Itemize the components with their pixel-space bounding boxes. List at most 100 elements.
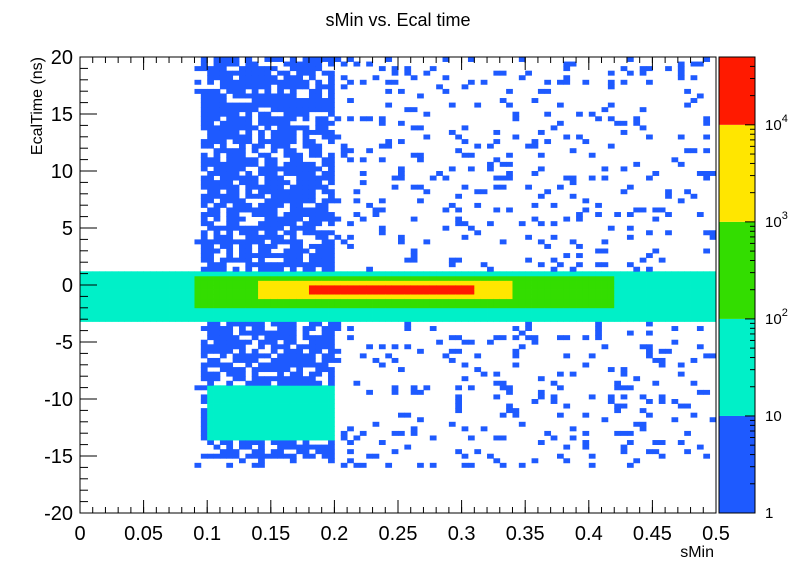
heatmap-cell: [251, 61, 259, 67]
heatmap-cell: [302, 134, 310, 140]
heatmap-cell: [620, 120, 628, 126]
heatmap-cell: [353, 435, 361, 441]
heatmap-cell: [213, 403, 221, 409]
heatmap-cell: [296, 271, 303, 277]
heatmap-cell: [226, 248, 234, 254]
heatmap-cell: [315, 344, 323, 350]
heatmap-cell: [677, 307, 685, 313]
heatmap-cell: [232, 389, 240, 395]
heatmap-cell: [149, 307, 157, 313]
heatmap-cell: [251, 253, 259, 259]
heatmap-cell: [340, 298, 348, 304]
heatmap-cell: [232, 239, 240, 245]
heatmap-cell: [226, 70, 234, 76]
heatmap-cell: [289, 408, 297, 414]
heatmap-cell: [366, 285, 373, 290]
heatmap-cell: [404, 326, 412, 331]
heatmap-cell: [417, 312, 424, 318]
heatmap-cell: [239, 257, 246, 263]
heatmap-cell: [86, 275, 94, 281]
heatmap-cell: [569, 289, 577, 295]
heatmap-cell: [531, 316, 539, 322]
heatmap-cell: [639, 307, 647, 313]
heatmap-cell: [149, 285, 157, 290]
heatmap-cell: [200, 399, 208, 404]
heatmap-cell: [251, 93, 259, 99]
heatmap-cell: [213, 421, 221, 427]
heatmap-cell: [372, 294, 380, 300]
heatmap-cell: [213, 330, 221, 336]
heatmap-cell: [328, 198, 335, 204]
heatmap-cell: [207, 102, 214, 108]
heatmap-cell: [270, 134, 278, 140]
heatmap-cell: [334, 312, 342, 318]
heatmap-cell: [207, 75, 214, 81]
heatmap-cell: [232, 294, 240, 300]
heatmap-cell: [308, 307, 316, 313]
heatmap-cell: [353, 61, 361, 67]
heatmap-cell: [315, 371, 323, 377]
heatmap-cell: [315, 316, 323, 322]
heatmap-cell: [340, 75, 348, 81]
heatmap-cell: [270, 421, 278, 427]
heatmap-cell: [270, 93, 278, 99]
heatmap-cell: [315, 408, 323, 414]
heatmap-cell: [239, 107, 246, 113]
heatmap-cell: [181, 289, 189, 295]
heatmap-cell: [296, 275, 303, 281]
heatmap-cell: [194, 303, 202, 309]
heatmap-cell: [398, 430, 405, 436]
heatmap-cell: [690, 312, 698, 318]
heatmap-cell: [270, 453, 278, 459]
heatmap-cell: [569, 371, 577, 377]
heatmap-cell: [633, 307, 641, 313]
heatmap-cell: [671, 399, 679, 404]
heatmap-cell: [308, 88, 316, 94]
heatmap-cell: [525, 271, 532, 277]
heatmap-cell: [239, 357, 246, 363]
heatmap-cell: [328, 376, 335, 382]
heatmap-cell: [391, 307, 399, 313]
heatmap-cell: [690, 357, 698, 363]
heatmap-cell: [200, 61, 208, 67]
heatmap-cell: [251, 330, 259, 336]
heatmap-cell: [328, 120, 335, 126]
heatmap-cell: [200, 312, 208, 318]
heatmap-cell: [239, 120, 246, 126]
heatmap-cell: [226, 207, 234, 213]
heatmap-cell: [200, 212, 208, 217]
heatmap-cell: [207, 139, 214, 145]
heatmap-cell: [569, 239, 577, 245]
heatmap-cell: [232, 335, 240, 341]
heatmap-cell: [194, 307, 202, 313]
heatmap-cell: [277, 394, 284, 400]
heatmap-cell: [677, 285, 685, 290]
heatmap-cell: [512, 271, 520, 277]
heatmap-cell: [264, 171, 272, 176]
heatmap-cell: [455, 385, 462, 391]
heatmap-cell: [264, 180, 272, 186]
heatmap-cell: [302, 330, 310, 336]
heatmap-cell: [277, 143, 284, 149]
heatmap-cell: [626, 280, 634, 286]
heatmap-cell: [601, 344, 609, 350]
heatmap-cell: [696, 212, 704, 217]
heatmap-cell: [328, 107, 335, 113]
heatmap-cell: [258, 421, 265, 427]
heatmap-cell: [436, 312, 443, 318]
heatmap-cell: [315, 116, 323, 122]
heatmap-cell: [391, 303, 399, 309]
heatmap-cell: [270, 307, 278, 313]
heatmap-cell: [544, 275, 552, 281]
heatmap-cell: [639, 275, 647, 281]
heatmap-cell: [588, 289, 596, 295]
heatmap-cell: [219, 435, 227, 441]
heatmap-cell: [518, 312, 526, 318]
heatmap-cell: [219, 234, 227, 240]
heatmap-cell: [493, 289, 501, 295]
heatmap-cell: [92, 316, 100, 322]
heatmap-cell: [633, 458, 641, 464]
heatmap-cell: [226, 426, 234, 432]
heatmap-cell: [207, 239, 214, 245]
heatmap-cell: [455, 275, 462, 281]
